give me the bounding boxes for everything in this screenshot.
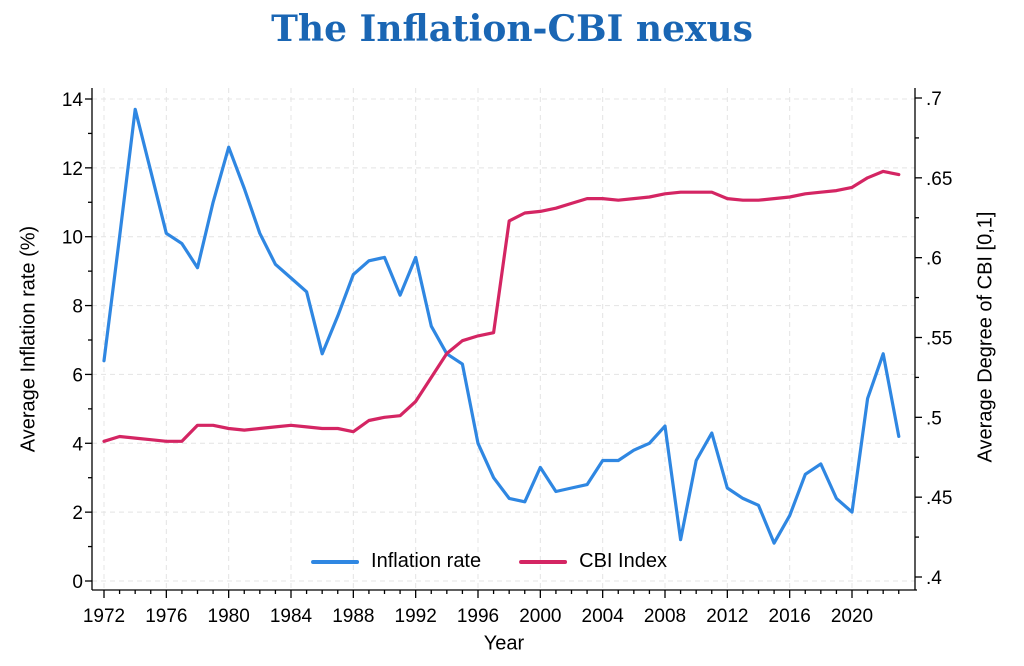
legend: Inflation rate CBI Index <box>311 550 667 573</box>
axes <box>85 88 922 598</box>
svg-text:.65: .65 <box>926 169 952 190</box>
legend-item-cbi: CBI Index <box>519 550 667 573</box>
svg-text:12: 12 <box>62 159 83 180</box>
svg-text:.4: .4 <box>926 568 942 589</box>
chart-title: The Inflation-CBI nexus <box>271 8 753 50</box>
y-axis-label-left: Average Inflation rate (%) <box>17 225 40 453</box>
svg-text:2004: 2004 <box>582 606 625 627</box>
inflation-line-swatch <box>311 559 360 564</box>
svg-text:4: 4 <box>72 434 83 455</box>
svg-text:2008: 2008 <box>644 606 686 627</box>
svg-text:.7: .7 <box>926 89 942 110</box>
legend-item-inflation: Inflation rate <box>311 550 481 573</box>
svg-text:2: 2 <box>72 503 83 524</box>
svg-text:2000: 2000 <box>519 606 561 627</box>
svg-text:6: 6 <box>72 365 83 386</box>
svg-text:0: 0 <box>72 572 83 593</box>
tick-labels: 0 2 4 6 8 10 12 14 .4 .45 .5 .55 .6 .65 .7 1972 1976 1980… <box>62 89 953 627</box>
svg-text:14: 14 <box>62 90 84 111</box>
svg-text:8: 8 <box>72 297 83 318</box>
svg-text:2012: 2012 <box>706 606 748 627</box>
svg-text:1988: 1988 <box>332 606 374 627</box>
svg-text:1996: 1996 <box>457 606 499 627</box>
svg-text:1980: 1980 <box>208 606 250 627</box>
svg-text:1972: 1972 <box>83 606 125 627</box>
cbi-line-swatch <box>519 559 568 564</box>
cbi-index-line <box>102 169 901 443</box>
svg-text:.6: .6 <box>926 249 942 270</box>
legend-label-inflation: Inflation rate <box>371 550 482 572</box>
svg-text:1992: 1992 <box>395 606 437 627</box>
legend-label-cbi: CBI Index <box>579 550 667 572</box>
svg-text:.45: .45 <box>926 488 952 509</box>
gridlines <box>92 88 915 590</box>
svg-text:.55: .55 <box>926 329 952 350</box>
y-axis-label-right: Average Degree of CBI [0,1] <box>974 211 997 463</box>
svg-text:1976: 1976 <box>145 606 187 627</box>
svg-text:10: 10 <box>62 228 83 249</box>
inflation-rate-line <box>102 107 901 545</box>
svg-text:2020: 2020 <box>831 606 873 627</box>
svg-text:1984: 1984 <box>270 606 313 627</box>
svg-text:.5: .5 <box>926 408 942 429</box>
x-axis-label: Year <box>483 632 525 655</box>
svg-text:2016: 2016 <box>769 606 811 627</box>
